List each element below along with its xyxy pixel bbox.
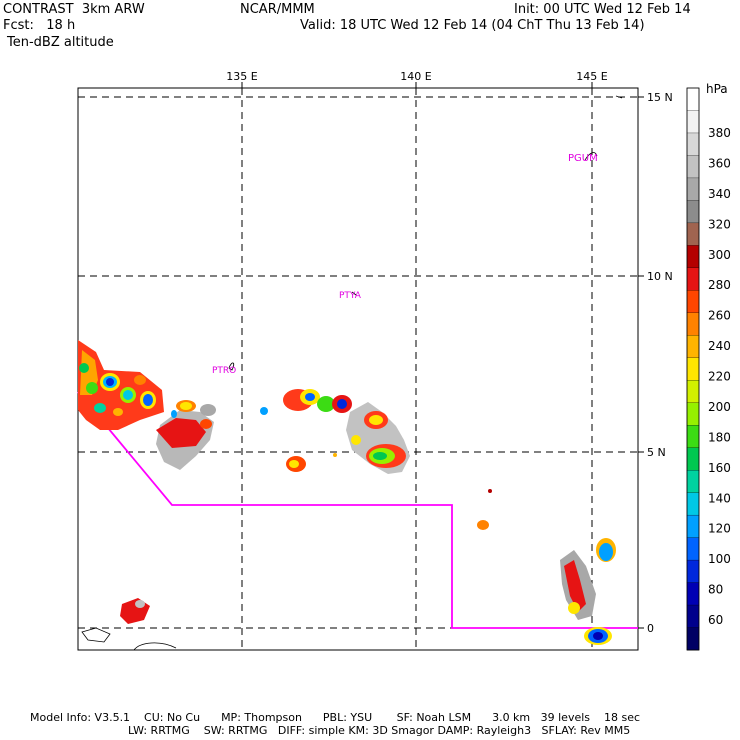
echo-cluster-west (78, 340, 164, 430)
lat-label-15n: 15 N (647, 91, 673, 104)
field-name: Ten-dBZ altitude (7, 35, 114, 50)
colorbar-swatch (686, 200, 700, 224)
colorbar-swatch (686, 312, 700, 336)
echo-small-1 (260, 407, 268, 415)
colorbar-tick-label: 300 (708, 248, 731, 262)
colorbar-swatch (686, 132, 700, 156)
model-info-line1: Model Info: V3.5.1 CU: No Cu MP: Thompso… (30, 711, 641, 724)
colorbar-tick-label: 320 (708, 217, 731, 231)
colorbar-swatch (686, 470, 700, 494)
station-label-pgum: PGUM (568, 153, 598, 164)
station-label-ptya: PTYA (339, 291, 362, 301)
colorbar-tick-label: 220 (708, 370, 731, 384)
lon-label-135: 135 E (226, 70, 257, 83)
colorbar-tick-label: 360 (708, 156, 731, 170)
colorbar-swatch (686, 559, 700, 584)
lon-label-140: 140 E (400, 70, 431, 83)
echo-small-3 (477, 520, 489, 530)
colorbar-swatch (686, 402, 700, 426)
lat-label-10n: 10 N (647, 270, 673, 283)
radar-echoes (78, 340, 616, 645)
center-name: NCAR/MMM (240, 2, 315, 17)
colorbar-swatch (686, 537, 700, 561)
colorbar-swatch (686, 177, 700, 201)
lat-label-0: 0 (647, 622, 654, 635)
colorbar-swatch (686, 514, 700, 539)
colorbar-tick-label: 380 (708, 126, 731, 140)
lon-label-145: 145 E (576, 70, 607, 83)
colorbar-tick-label: 160 (708, 461, 731, 475)
colorbar-swatch (686, 110, 700, 134)
echo-cluster-west-2 (156, 400, 216, 470)
colorbar-tick-label: 260 (708, 309, 731, 323)
valid-time: Valid: 18 UTC Wed 12 Feb 14 (04 ChT Thu … (300, 18, 645, 33)
model-title: CONTRAST 3km ARW (3, 2, 145, 17)
colorbar-tick-label: 100 (708, 552, 731, 566)
lat-label-5n: 5 N (647, 446, 666, 459)
colorbar-swatch (686, 357, 700, 381)
colorbar-swatch (686, 492, 700, 516)
colorbar-swatch (686, 267, 700, 291)
colorbar-unit: hPa (706, 82, 728, 96)
colorbar-swatch (686, 290, 700, 314)
model-info-line2: LW: RRTMG SW: RRTMG DIFF: simple KM: 3D … (128, 724, 631, 737)
colorbar-tick-label: 80 (708, 583, 723, 597)
colorbar-swatch (686, 222, 700, 246)
colorbar-tick-label: 60 (708, 613, 723, 627)
colorbar-swatch (686, 604, 700, 628)
colorbar-tick-label: 140 (708, 491, 731, 505)
init-time: Init: 00 UTC Wed 12 Feb 14 (514, 2, 691, 17)
colorbar-tick-label: 200 (708, 400, 731, 414)
colorbar-swatch (686, 627, 700, 651)
colorbar-swatch (686, 425, 700, 449)
colorbar-tick-label: 280 (708, 278, 731, 292)
forecast-hour: Fcst: 18 h (3, 18, 76, 33)
station-label-ptro: PTRO (212, 366, 236, 376)
colorbar-swatch (686, 380, 700, 404)
map-ticks (241, 82, 644, 629)
colorbar-tick-label: 120 (708, 522, 731, 536)
colorbar-swatch (686, 87, 700, 111)
coastlines (81, 95, 623, 651)
colorbar-swatch (686, 245, 700, 269)
colorbar-tick-label: 180 (708, 430, 731, 444)
colorbar-swatch (686, 335, 700, 359)
colorbar-swatch (686, 582, 700, 606)
colorbar-tick-label: 240 (708, 339, 731, 353)
colorbar-swatch (686, 155, 700, 179)
colorbar-swatch (686, 447, 700, 471)
colorbar-tick-label: 340 (708, 187, 731, 201)
